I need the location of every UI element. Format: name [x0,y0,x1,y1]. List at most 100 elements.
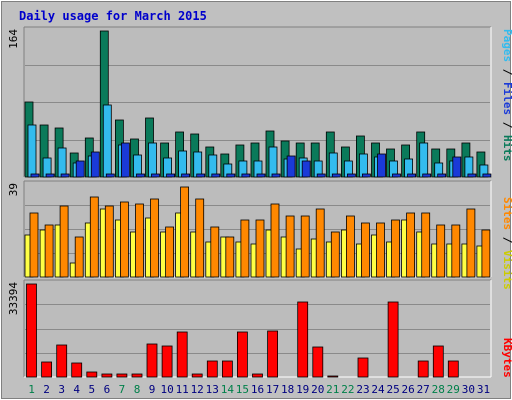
x-tick-label: 15 [236,383,249,396]
bar-pages [422,173,432,178]
legend-hits-files-pages: Pages / Files / Hits [501,29,512,162]
bar-pages [361,173,371,178]
bar-files [358,153,368,178]
panel-kbytes: 33394 KBytes [7,279,512,378]
chart-title: Daily usage for March 2015 [19,9,207,23]
x-tick-label: 6 [104,383,111,396]
x-tick-label: 13 [206,383,219,396]
bar-kbytes [161,345,173,378]
bar-sites [29,212,39,278]
bar-pages [377,153,386,178]
bar-sites [240,219,250,278]
x-axis-labels: 1 2 3 4 5 6 7 8 9 10 11 12 13 14 15 16 17 18 19 20 21 22 23 24 2… [28,383,490,396]
legend-kbytes: KBytes [501,338,512,378]
bar-pages [346,173,356,178]
bar-sites [59,205,69,278]
bar-sites [255,219,265,278]
bar-pages [45,173,55,178]
bar-pages [105,173,115,178]
bar-pages [407,173,417,178]
x-tick-label: 5 [88,383,95,396]
x-tick-label: 30 [462,383,475,396]
bar-kbytes [86,371,98,378]
x-tick-label: 11 [176,383,189,396]
bar-kbytes [131,373,143,378]
bar-kbytes [252,373,263,378]
x-tick-label: 12 [191,383,204,396]
bar-sites [225,236,235,278]
bar-pages [30,173,40,178]
bar-files [419,142,429,178]
bar-kbytes [312,346,324,378]
bar-kbytes [417,360,429,378]
bar-sites [315,208,325,278]
bar-kbytes [101,373,113,378]
x-tick-label: 14 [221,383,235,396]
bar-sites [150,198,159,278]
bar-sites [210,226,220,278]
legend-visits-sites: Sites / Visits [501,197,512,290]
x-tick-label: 10 [160,383,173,396]
bar-sites [360,222,370,278]
bar-files [148,142,157,178]
bar-sites [406,212,416,278]
bar-sites [300,215,310,278]
bar-sites [165,226,175,278]
bar-sites [436,224,446,278]
bar-files [27,124,37,178]
x-tick-label: 2 [43,383,50,396]
legend-kbytes: KBytes [501,338,512,378]
x-tick-label: 27 [417,383,430,396]
x-tick-label: 7 [119,383,126,396]
x-tick-label: 17 [266,383,279,396]
bar-pages [392,173,401,178]
bar-sites [195,198,205,278]
bar-pages [75,160,85,178]
bar-files [268,146,278,178]
x-tick-label: 22 [341,383,354,396]
bar-files [57,147,67,178]
x-tick-label: 16 [251,383,264,396]
bar-sites [481,229,491,278]
bar-pages [121,142,130,178]
bar-pages [181,173,191,178]
x-tick-label: 25 [386,383,399,396]
bar-kbytes [146,343,158,378]
bar-pages [301,160,311,178]
y-max-label: 164 [7,29,20,49]
bar-sites [135,203,144,278]
bar-kbytes [432,345,444,378]
bar-sites [345,215,355,278]
legend-sites: Sites [501,197,512,230]
bar-pages [256,173,266,178]
bar-pages [60,173,70,178]
bar-pages [437,173,447,178]
x-tick-label: 28 [432,383,445,396]
bar-files [193,151,203,178]
bar-sites [421,212,431,278]
panel-hits-files-pages: 164 Pages / Files / Hits [7,26,512,178]
bar-kbytes [191,373,203,378]
bar-sites [330,231,340,278]
bar-pages [226,173,236,178]
legend-separator: / [501,230,512,250]
bar-kbytes [71,362,83,378]
bar-kbytes [41,361,52,378]
bar-files [328,152,338,178]
bar-pages [90,151,100,178]
panel-background [24,280,491,377]
bar-sites [180,186,190,278]
bar-kbytes [56,344,68,378]
x-tick-label: 21 [326,383,339,396]
x-tick-label: 8 [134,383,141,396]
x-tick-label: 1 [28,383,35,396]
bar-kbytes [221,360,233,378]
x-tick-label: 29 [447,383,460,396]
panel-visits-sites: 39 Sites / Visits [7,180,512,290]
bar-kbytes [297,301,309,378]
bar-pages [331,173,341,178]
bar-kbytes [206,360,218,378]
bar-kbytes [176,331,188,378]
